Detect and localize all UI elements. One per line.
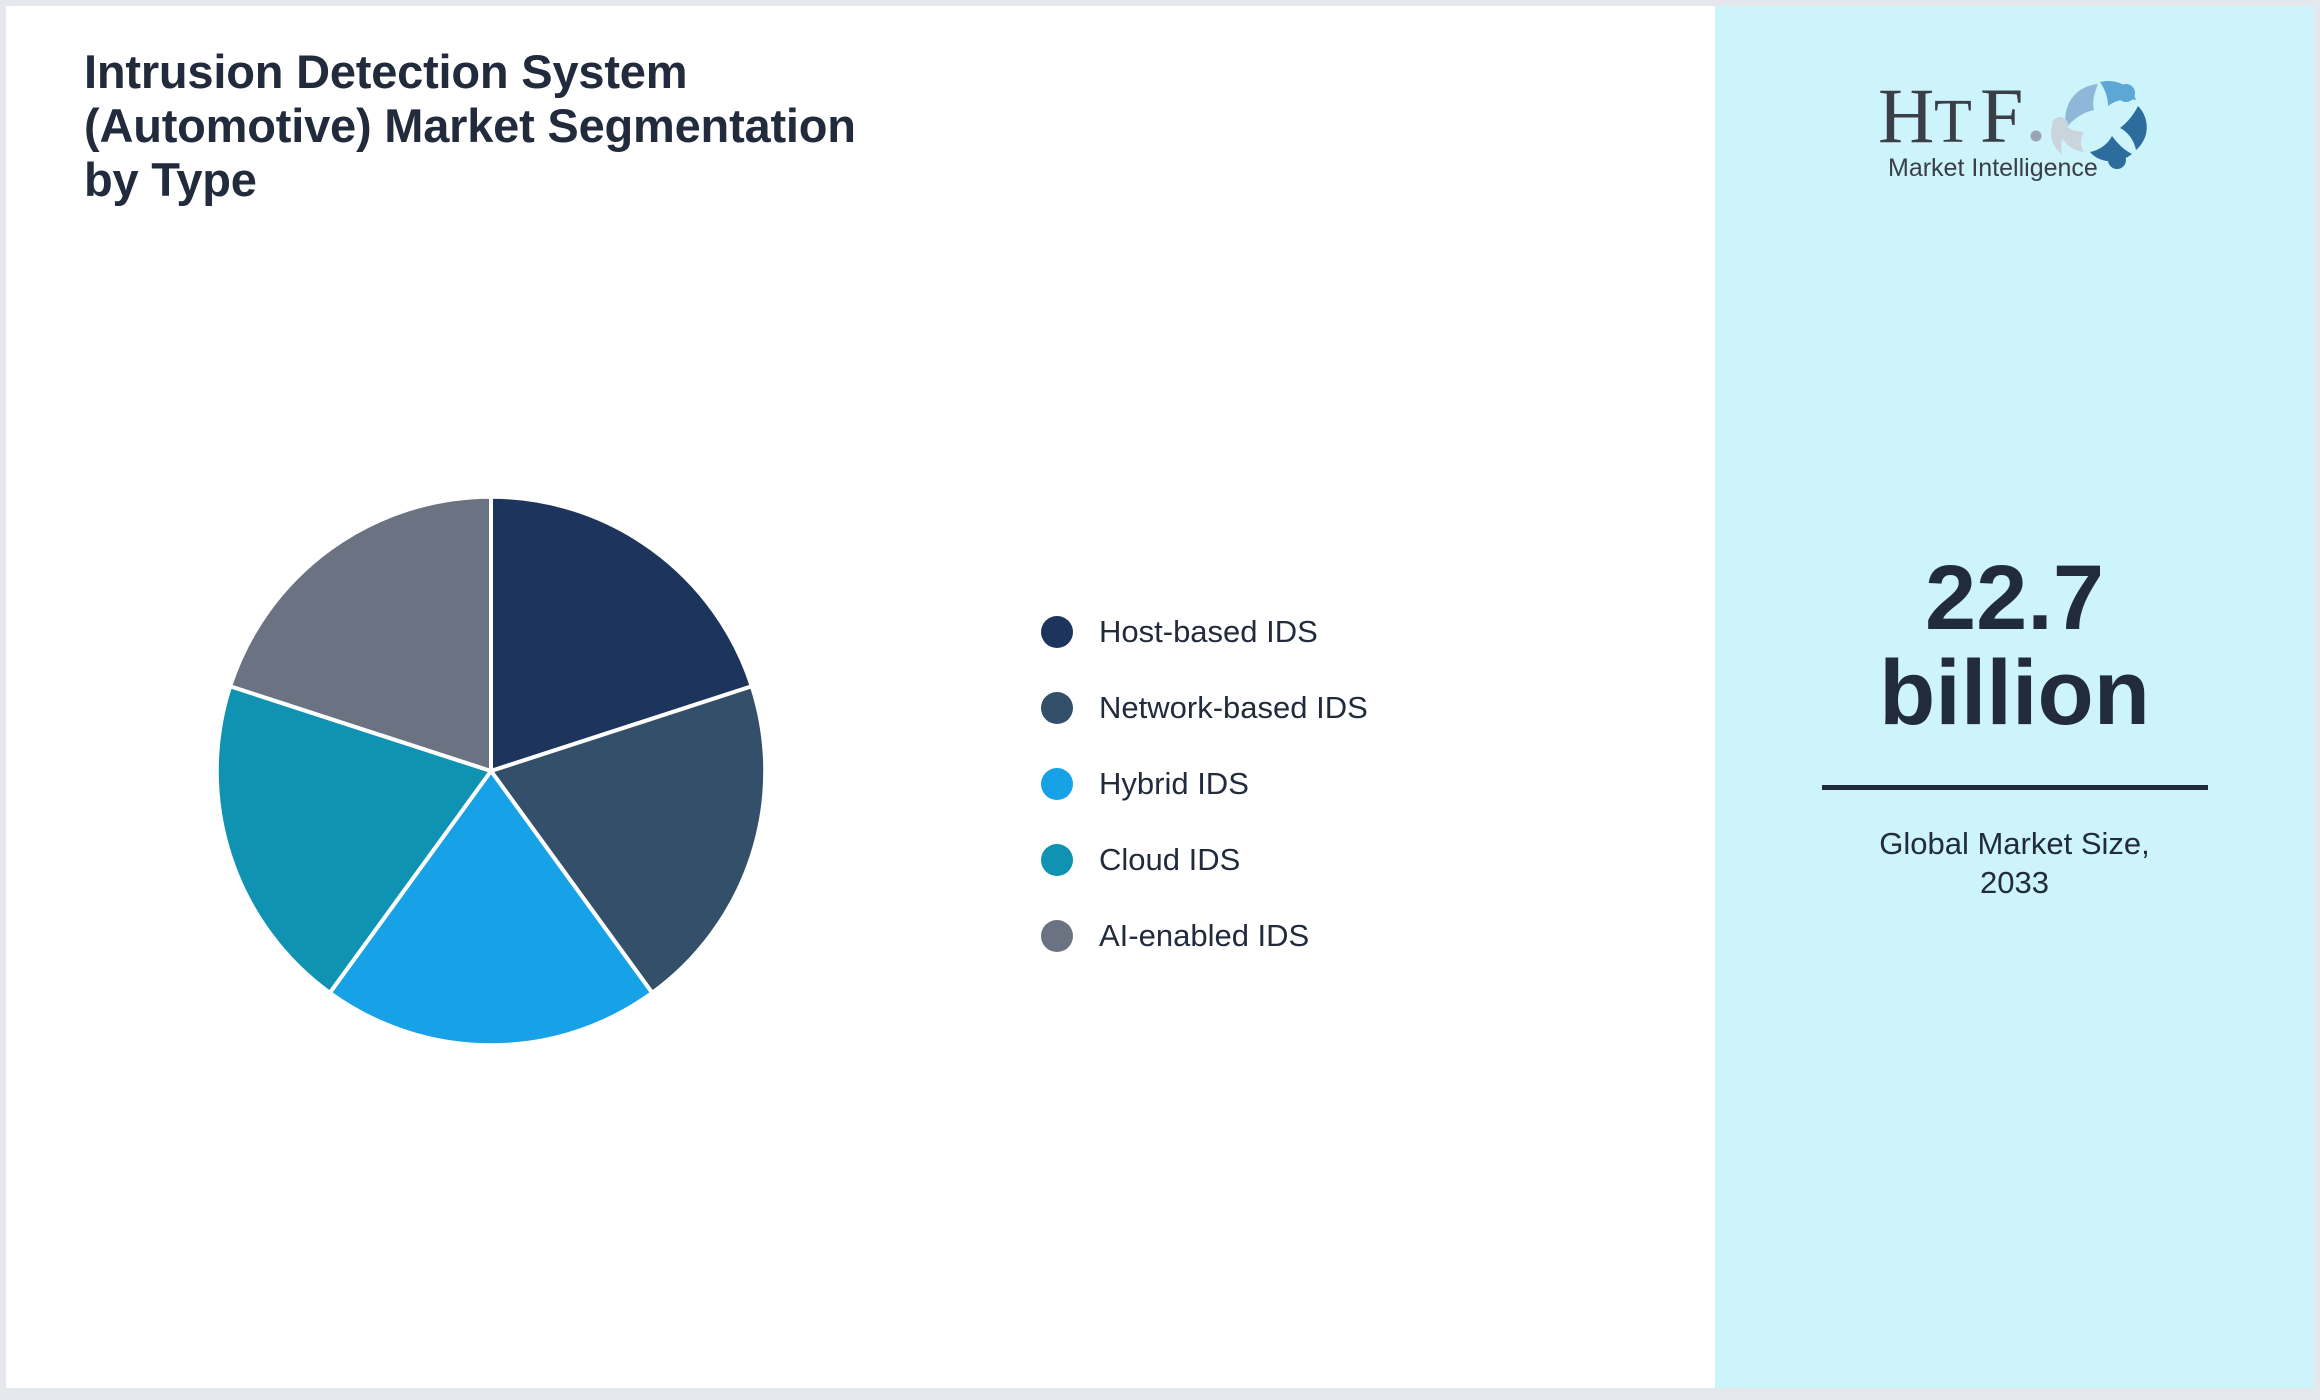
legend-swatch-icon [1041, 920, 1073, 952]
stat-value-line-1: 22.7 [1924, 547, 2105, 649]
legend-item-label: Cloud IDS [1099, 842, 1241, 877]
chart-pane: Intrusion Detection System (Automotive) … [6, 6, 1715, 1388]
chart-legend: Host-based IDS Network-based IDS Hybrid … [1041, 594, 1368, 974]
htf-market-intelligence-logo-icon: H T F Market Inte [1878, 72, 2147, 182]
svg-text:F: F [1980, 72, 2023, 159]
legend-swatch-icon [1041, 844, 1073, 876]
stat-caption: Global Market Size, 2033 [1715, 824, 2314, 903]
legend-item-label: Network-based IDS [1099, 690, 1368, 725]
stat-pane: H T F Market Inte [1715, 6, 2314, 1388]
market-size-stat: 22.7 billion Global Market Size, 2033 [1715, 551, 2314, 903]
logo-wordmark: H T F [1878, 72, 2041, 159]
legend-item-cloud-ids[interactable]: Cloud IDS [1041, 822, 1368, 898]
stat-caption-line-2: 2033 [1980, 865, 2049, 901]
pie-chart [206, 486, 776, 1056]
legend-item-label: Hybrid IDS [1099, 766, 1249, 801]
pie-slice[interactable] [214, 684, 493, 995]
pie-slice[interactable] [228, 494, 493, 773]
svg-text:T: T [1934, 88, 1972, 156]
legend-swatch-icon [1041, 692, 1073, 724]
page-title-line-1: Intrusion Detection System [84, 45, 688, 98]
legend-item-host-based-ids[interactable]: Host-based IDS [1041, 594, 1368, 670]
svg-text:H: H [1878, 72, 1934, 159]
page-title-line-3: by Type [84, 153, 257, 206]
legend-item-ai-enabled-ids[interactable]: AI-enabled IDS [1041, 898, 1368, 974]
legend-swatch-icon [1041, 616, 1073, 648]
logo-figures-icon [2050, 80, 2147, 169]
legend-item-label: Host-based IDS [1099, 614, 1318, 649]
page-title: Intrusion Detection System (Automotive) … [84, 48, 1084, 210]
pie-slice[interactable] [489, 494, 754, 773]
logo-tagline: Market Intelligence [1888, 154, 2098, 182]
pie-slice[interactable] [489, 684, 768, 995]
stat-value-line-2: billion [1879, 641, 2150, 744]
infographic-card: Intrusion Detection System (Automotive) … [6, 6, 2314, 1388]
pie-slice[interactable] [327, 769, 655, 1048]
legend-item-hybrid-ids[interactable]: Hybrid IDS [1041, 746, 1368, 822]
pie-chart-svg [214, 494, 768, 1048]
stat-caption-line-1: Global Market Size, [1879, 825, 2150, 861]
page-title-line-2: (Automotive) Market Segmentation [84, 99, 856, 152]
pie-slices [214, 494, 768, 1048]
brand-logo: H T F Market Inte [1715, 68, 2314, 186]
legend-swatch-icon [1041, 768, 1073, 800]
legend-item-label: AI-enabled IDS [1099, 918, 1310, 953]
legend-item-network-based-ids[interactable]: Network-based IDS [1041, 670, 1368, 746]
stat-divider [1821, 784, 2208, 790]
